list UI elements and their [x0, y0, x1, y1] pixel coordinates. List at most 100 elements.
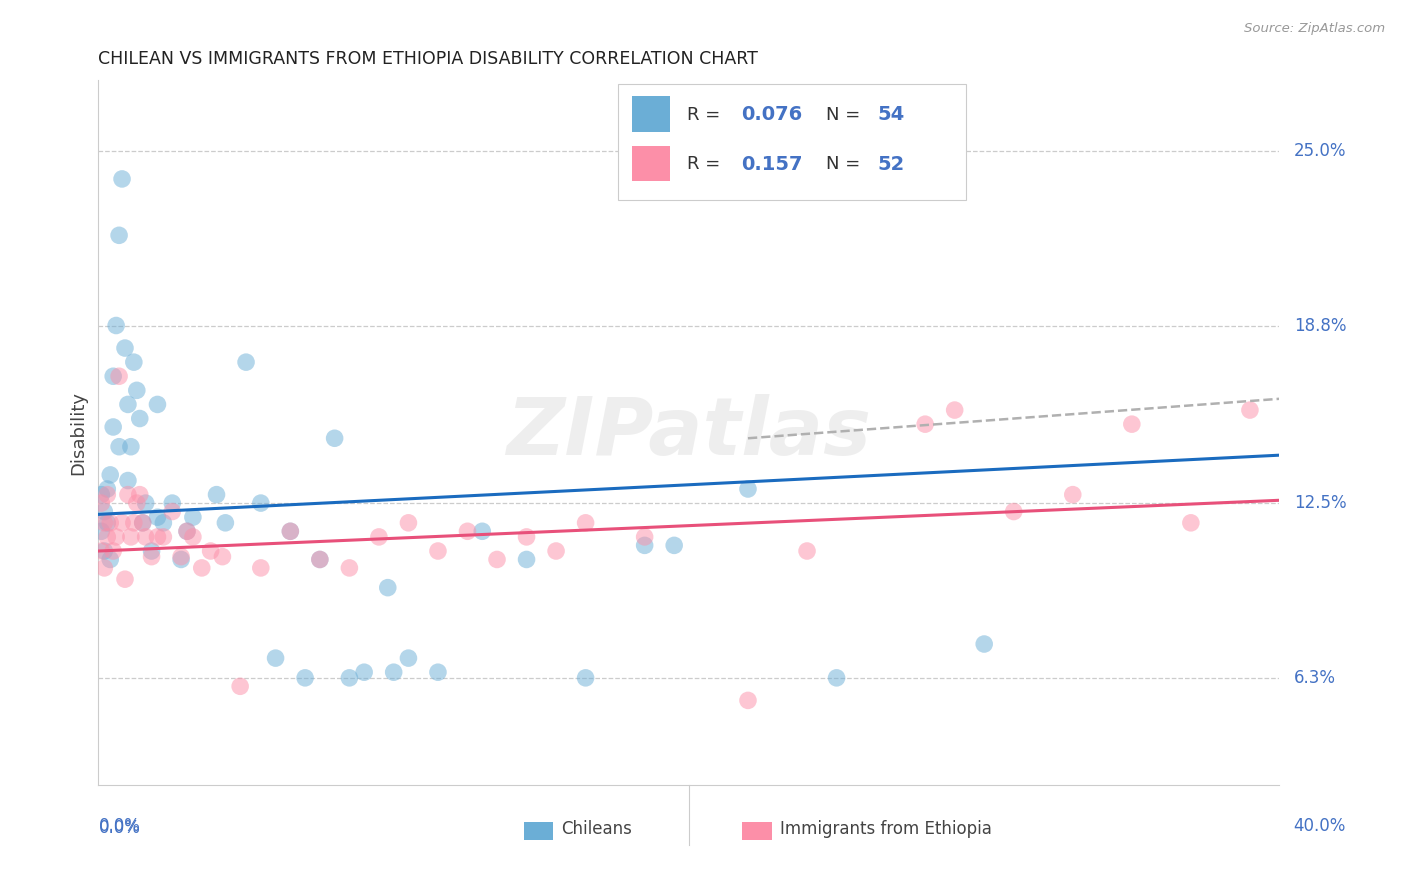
- Text: 54: 54: [877, 105, 905, 124]
- Point: [96, 482, 118, 496]
- Text: Source: ZipAtlas.com: Source: ZipAtlas.com: [1244, 22, 1385, 36]
- Text: 0.076: 0.076: [741, 105, 803, 124]
- Point: [516, 552, 538, 566]
- Point: [309, 552, 332, 566]
- Point: [108, 440, 131, 454]
- Point: [353, 665, 375, 680]
- Point: [93, 516, 115, 530]
- Point: [211, 549, 233, 564]
- Point: [122, 516, 145, 530]
- Point: [1062, 488, 1084, 502]
- Point: [368, 530, 391, 544]
- Point: [96, 488, 118, 502]
- Point: [250, 561, 273, 575]
- Point: [235, 355, 257, 369]
- Point: [377, 581, 399, 595]
- Point: [93, 504, 115, 518]
- Point: [162, 496, 183, 510]
- Point: [132, 516, 155, 530]
- Point: [214, 516, 236, 530]
- Point: [141, 549, 163, 564]
- Text: R =: R =: [686, 155, 725, 173]
- Point: [114, 572, 136, 586]
- Point: [122, 355, 145, 369]
- Point: [141, 544, 163, 558]
- Text: 6.3%: 6.3%: [1294, 669, 1336, 687]
- Point: [294, 671, 316, 685]
- Text: ZIPatlas: ZIPatlas: [506, 393, 872, 472]
- Point: [634, 530, 657, 544]
- Point: [98, 516, 121, 530]
- Point: [125, 496, 148, 510]
- Point: [98, 552, 121, 566]
- Point: [90, 544, 112, 558]
- Point: [737, 693, 759, 707]
- Point: [170, 549, 193, 564]
- Point: [135, 496, 157, 510]
- Point: [96, 516, 118, 530]
- Point: [117, 397, 139, 411]
- Point: [1121, 417, 1143, 432]
- Point: [146, 397, 169, 411]
- Point: [152, 530, 174, 544]
- Point: [128, 488, 150, 502]
- Point: [1239, 403, 1261, 417]
- Y-axis label: Disability: Disability: [69, 391, 87, 475]
- Point: [181, 510, 204, 524]
- Point: [457, 524, 479, 539]
- Point: [90, 496, 112, 510]
- Text: N =: N =: [825, 155, 866, 173]
- Point: [546, 544, 568, 558]
- Point: [128, 411, 150, 425]
- Point: [575, 516, 598, 530]
- Point: [96, 530, 118, 544]
- Point: [382, 665, 405, 680]
- Point: [114, 341, 136, 355]
- Bar: [633, 145, 671, 181]
- Point: [117, 488, 139, 502]
- Point: [181, 530, 204, 544]
- Point: [280, 524, 302, 539]
- Text: 40.0%: 40.0%: [1294, 817, 1346, 835]
- Text: 0.157: 0.157: [741, 154, 803, 174]
- Point: [486, 552, 509, 566]
- Point: [152, 516, 174, 530]
- Point: [309, 552, 332, 566]
- Point: [471, 524, 494, 539]
- Point: [120, 440, 142, 454]
- Text: R =: R =: [686, 106, 725, 124]
- Point: [339, 561, 361, 575]
- Point: [105, 318, 128, 333]
- Point: [205, 488, 228, 502]
- Bar: [633, 96, 671, 132]
- Point: [146, 530, 169, 544]
- Point: [111, 172, 134, 186]
- Point: [93, 544, 115, 558]
- Point: [90, 488, 112, 502]
- Point: [200, 544, 222, 558]
- Point: [398, 651, 420, 665]
- FancyBboxPatch shape: [619, 84, 966, 200]
- Point: [111, 516, 134, 530]
- Point: [427, 665, 450, 680]
- Text: 12.5%: 12.5%: [1294, 494, 1347, 512]
- Point: [398, 516, 420, 530]
- Point: [796, 544, 818, 558]
- Text: CHILEAN VS IMMIGRANTS FROM ETHIOPIA DISABILITY CORRELATION CHART: CHILEAN VS IMMIGRANTS FROM ETHIOPIA DISA…: [98, 50, 758, 68]
- Point: [191, 561, 214, 575]
- Text: 0.0%: 0.0%: [98, 817, 141, 835]
- Point: [664, 538, 686, 552]
- Text: Immigrants from Ethiopia: Immigrants from Ethiopia: [780, 821, 991, 838]
- Point: [1180, 516, 1202, 530]
- Point: [132, 516, 155, 530]
- Point: [825, 671, 848, 685]
- Point: [427, 544, 450, 558]
- Point: [162, 504, 183, 518]
- Point: [135, 530, 157, 544]
- Point: [103, 420, 125, 434]
- Point: [105, 530, 128, 544]
- Point: [737, 482, 759, 496]
- Point: [176, 524, 198, 539]
- Point: [93, 561, 115, 575]
- Point: [103, 544, 125, 558]
